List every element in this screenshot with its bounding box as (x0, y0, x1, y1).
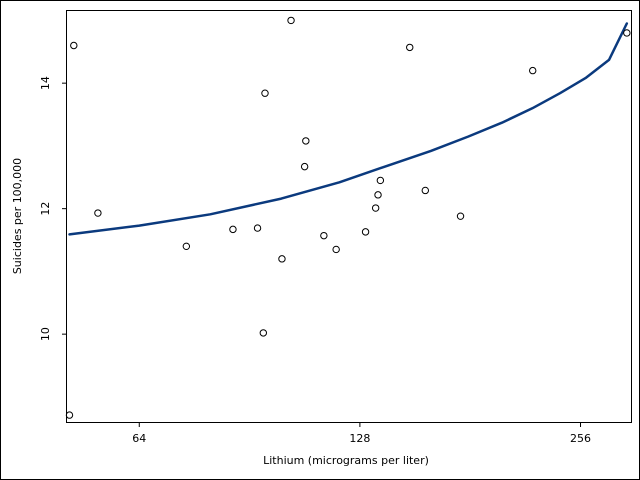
scatter-point (300, 162, 309, 171)
y-axis-label: Suicides per 100,000 (11, 158, 24, 274)
scatter-point (278, 255, 286, 263)
y-tick-label: 12 (39, 202, 52, 216)
scatter-point (456, 212, 465, 220)
scatter-point (259, 329, 268, 337)
scatter-point (371, 204, 380, 212)
fit-line (68, 22, 629, 236)
plot-area-frame (66, 10, 632, 423)
scatter-point (376, 176, 385, 185)
scatter-point (65, 411, 74, 419)
x-axis: 64 128 256 (132, 422, 591, 445)
scatter-point (70, 41, 78, 50)
scatter-point (287, 16, 295, 25)
scatter-points (65, 16, 631, 419)
x-tick-label: 64 (132, 432, 146, 445)
y-axis: 10 12 14 (39, 76, 67, 341)
scatter-point (94, 209, 102, 217)
scatter-point (261, 89, 269, 97)
y-tick-label: 10 (39, 327, 52, 341)
scatter-point (421, 186, 429, 195)
scatter-point (361, 228, 370, 236)
scatter-point (253, 224, 262, 232)
x-tick-label: 256 (570, 432, 591, 445)
scatter-point (406, 43, 414, 52)
scatter-point (332, 245, 340, 254)
x-tick-label: 128 (349, 432, 370, 445)
scatter-point (229, 225, 237, 234)
scatter-point (182, 242, 191, 251)
x-axis-label: Lithium (micrograms per liter) (263, 454, 429, 467)
scatter-point (529, 66, 537, 75)
scatter-point (302, 137, 310, 145)
scatter-point (623, 29, 631, 37)
scatter-point (374, 191, 382, 199)
scatter-point (320, 231, 328, 240)
y-tick-label: 14 (39, 76, 52, 90)
